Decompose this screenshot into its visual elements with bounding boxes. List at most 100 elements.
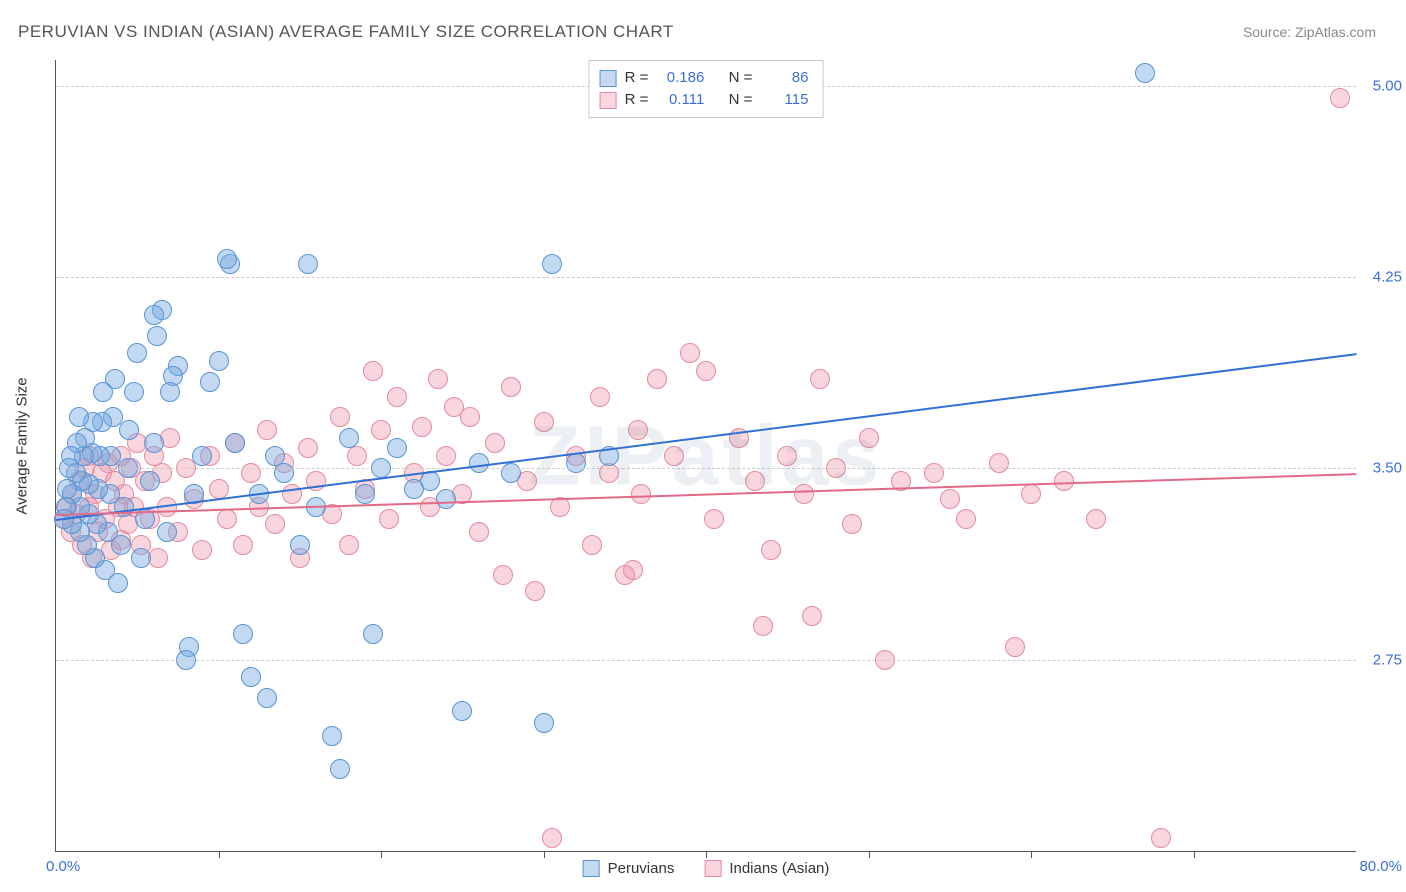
data-point — [363, 624, 383, 644]
data-point — [192, 540, 212, 560]
data-point — [444, 397, 464, 417]
data-point — [1054, 471, 1074, 491]
data-point — [1151, 828, 1171, 848]
data-point — [160, 382, 180, 402]
data-point — [493, 565, 513, 585]
data-point — [761, 540, 781, 560]
data-point — [1005, 637, 1025, 657]
legend-label-peruvians: Peruvians — [608, 860, 675, 877]
n-label: N = — [729, 89, 753, 111]
data-point — [355, 484, 375, 504]
data-point — [859, 428, 879, 448]
data-point — [924, 463, 944, 483]
stats-row-peruvians: R = 0.186 N = 86 — [600, 67, 809, 89]
data-point — [127, 343, 147, 363]
source-attribution: Source: ZipAtlas.com — [1243, 24, 1376, 40]
data-point — [704, 509, 724, 529]
legend-label-indians: Indians (Asian) — [729, 860, 829, 877]
n-value-indians: 115 — [760, 89, 808, 111]
x-tick — [1031, 851, 1032, 858]
data-point — [628, 420, 648, 440]
data-point — [1330, 88, 1350, 108]
data-point — [265, 514, 285, 534]
y-tick-label: 5.00 — [1362, 77, 1402, 94]
data-point — [428, 369, 448, 389]
data-point — [1086, 509, 1106, 529]
data-point — [452, 701, 472, 721]
data-point — [631, 484, 651, 504]
data-point — [534, 713, 554, 733]
data-point — [322, 726, 342, 746]
y-tick-label: 4.25 — [1362, 268, 1402, 285]
r-value-peruvians: 0.186 — [656, 67, 704, 89]
data-point — [696, 361, 716, 381]
data-point — [69, 407, 89, 427]
data-point — [209, 479, 229, 499]
data-point — [265, 446, 285, 466]
legend-item-peruvians: Peruvians — [583, 860, 675, 877]
data-point — [200, 372, 220, 392]
data-point — [330, 759, 350, 779]
y-tick-label: 3.50 — [1362, 460, 1402, 477]
data-point — [599, 463, 619, 483]
data-point — [436, 446, 456, 466]
data-point — [777, 446, 797, 466]
x-axis-max-label: 80.0% — [1359, 858, 1402, 875]
grid-line — [56, 468, 1356, 469]
data-point — [217, 509, 237, 529]
source-prefix: Source: — [1243, 24, 1295, 40]
data-point — [217, 249, 237, 269]
source-link[interactable]: ZipAtlas.com — [1295, 24, 1376, 40]
x-tick — [706, 851, 707, 858]
data-point — [257, 688, 277, 708]
data-point — [745, 471, 765, 491]
data-point — [233, 535, 253, 555]
data-point — [542, 254, 562, 274]
data-point — [225, 433, 245, 453]
x-tick — [544, 851, 545, 858]
n-label: N = — [729, 67, 753, 89]
correlation-stats-box: R = 0.186 N = 86 R = 0.111 N = 115 — [589, 60, 824, 118]
data-point — [534, 412, 554, 432]
data-point — [192, 446, 212, 466]
data-point — [810, 369, 830, 389]
data-point — [144, 433, 164, 453]
data-point — [794, 484, 814, 504]
data-point — [940, 489, 960, 509]
data-point — [93, 382, 113, 402]
data-point — [241, 463, 261, 483]
data-point — [802, 606, 822, 626]
data-point — [1135, 63, 1155, 83]
data-point — [233, 624, 253, 644]
data-point — [1021, 484, 1041, 504]
x-tick — [219, 851, 220, 858]
data-point — [119, 420, 139, 440]
r-value-indians: 0.111 — [656, 89, 704, 111]
legend-swatch-indians — [704, 860, 721, 877]
data-point — [615, 565, 635, 585]
data-point — [379, 509, 399, 529]
chart-title: PERUVIAN VS INDIAN (ASIAN) AVERAGE FAMIL… — [18, 22, 674, 42]
data-point — [582, 535, 602, 555]
y-axis-label: Average Family Size — [14, 377, 31, 514]
grid-line — [56, 277, 1356, 278]
data-point — [371, 420, 391, 440]
stats-row-indians: R = 0.111 N = 115 — [600, 89, 809, 111]
data-point — [282, 484, 302, 504]
data-point — [566, 453, 586, 473]
data-point — [590, 387, 610, 407]
data-point — [298, 254, 318, 274]
data-point — [241, 667, 261, 687]
series-legend: Peruvians Indians (Asian) — [583, 860, 830, 877]
data-point — [542, 828, 562, 848]
legend-item-indians: Indians (Asian) — [704, 860, 829, 877]
data-point — [680, 343, 700, 363]
r-label: R = — [625, 67, 649, 89]
data-point — [257, 420, 277, 440]
data-point — [57, 479, 77, 499]
x-tick — [1194, 851, 1195, 858]
data-point — [501, 463, 521, 483]
swatch-peruvians — [600, 70, 617, 87]
data-point — [485, 433, 505, 453]
data-point — [387, 387, 407, 407]
